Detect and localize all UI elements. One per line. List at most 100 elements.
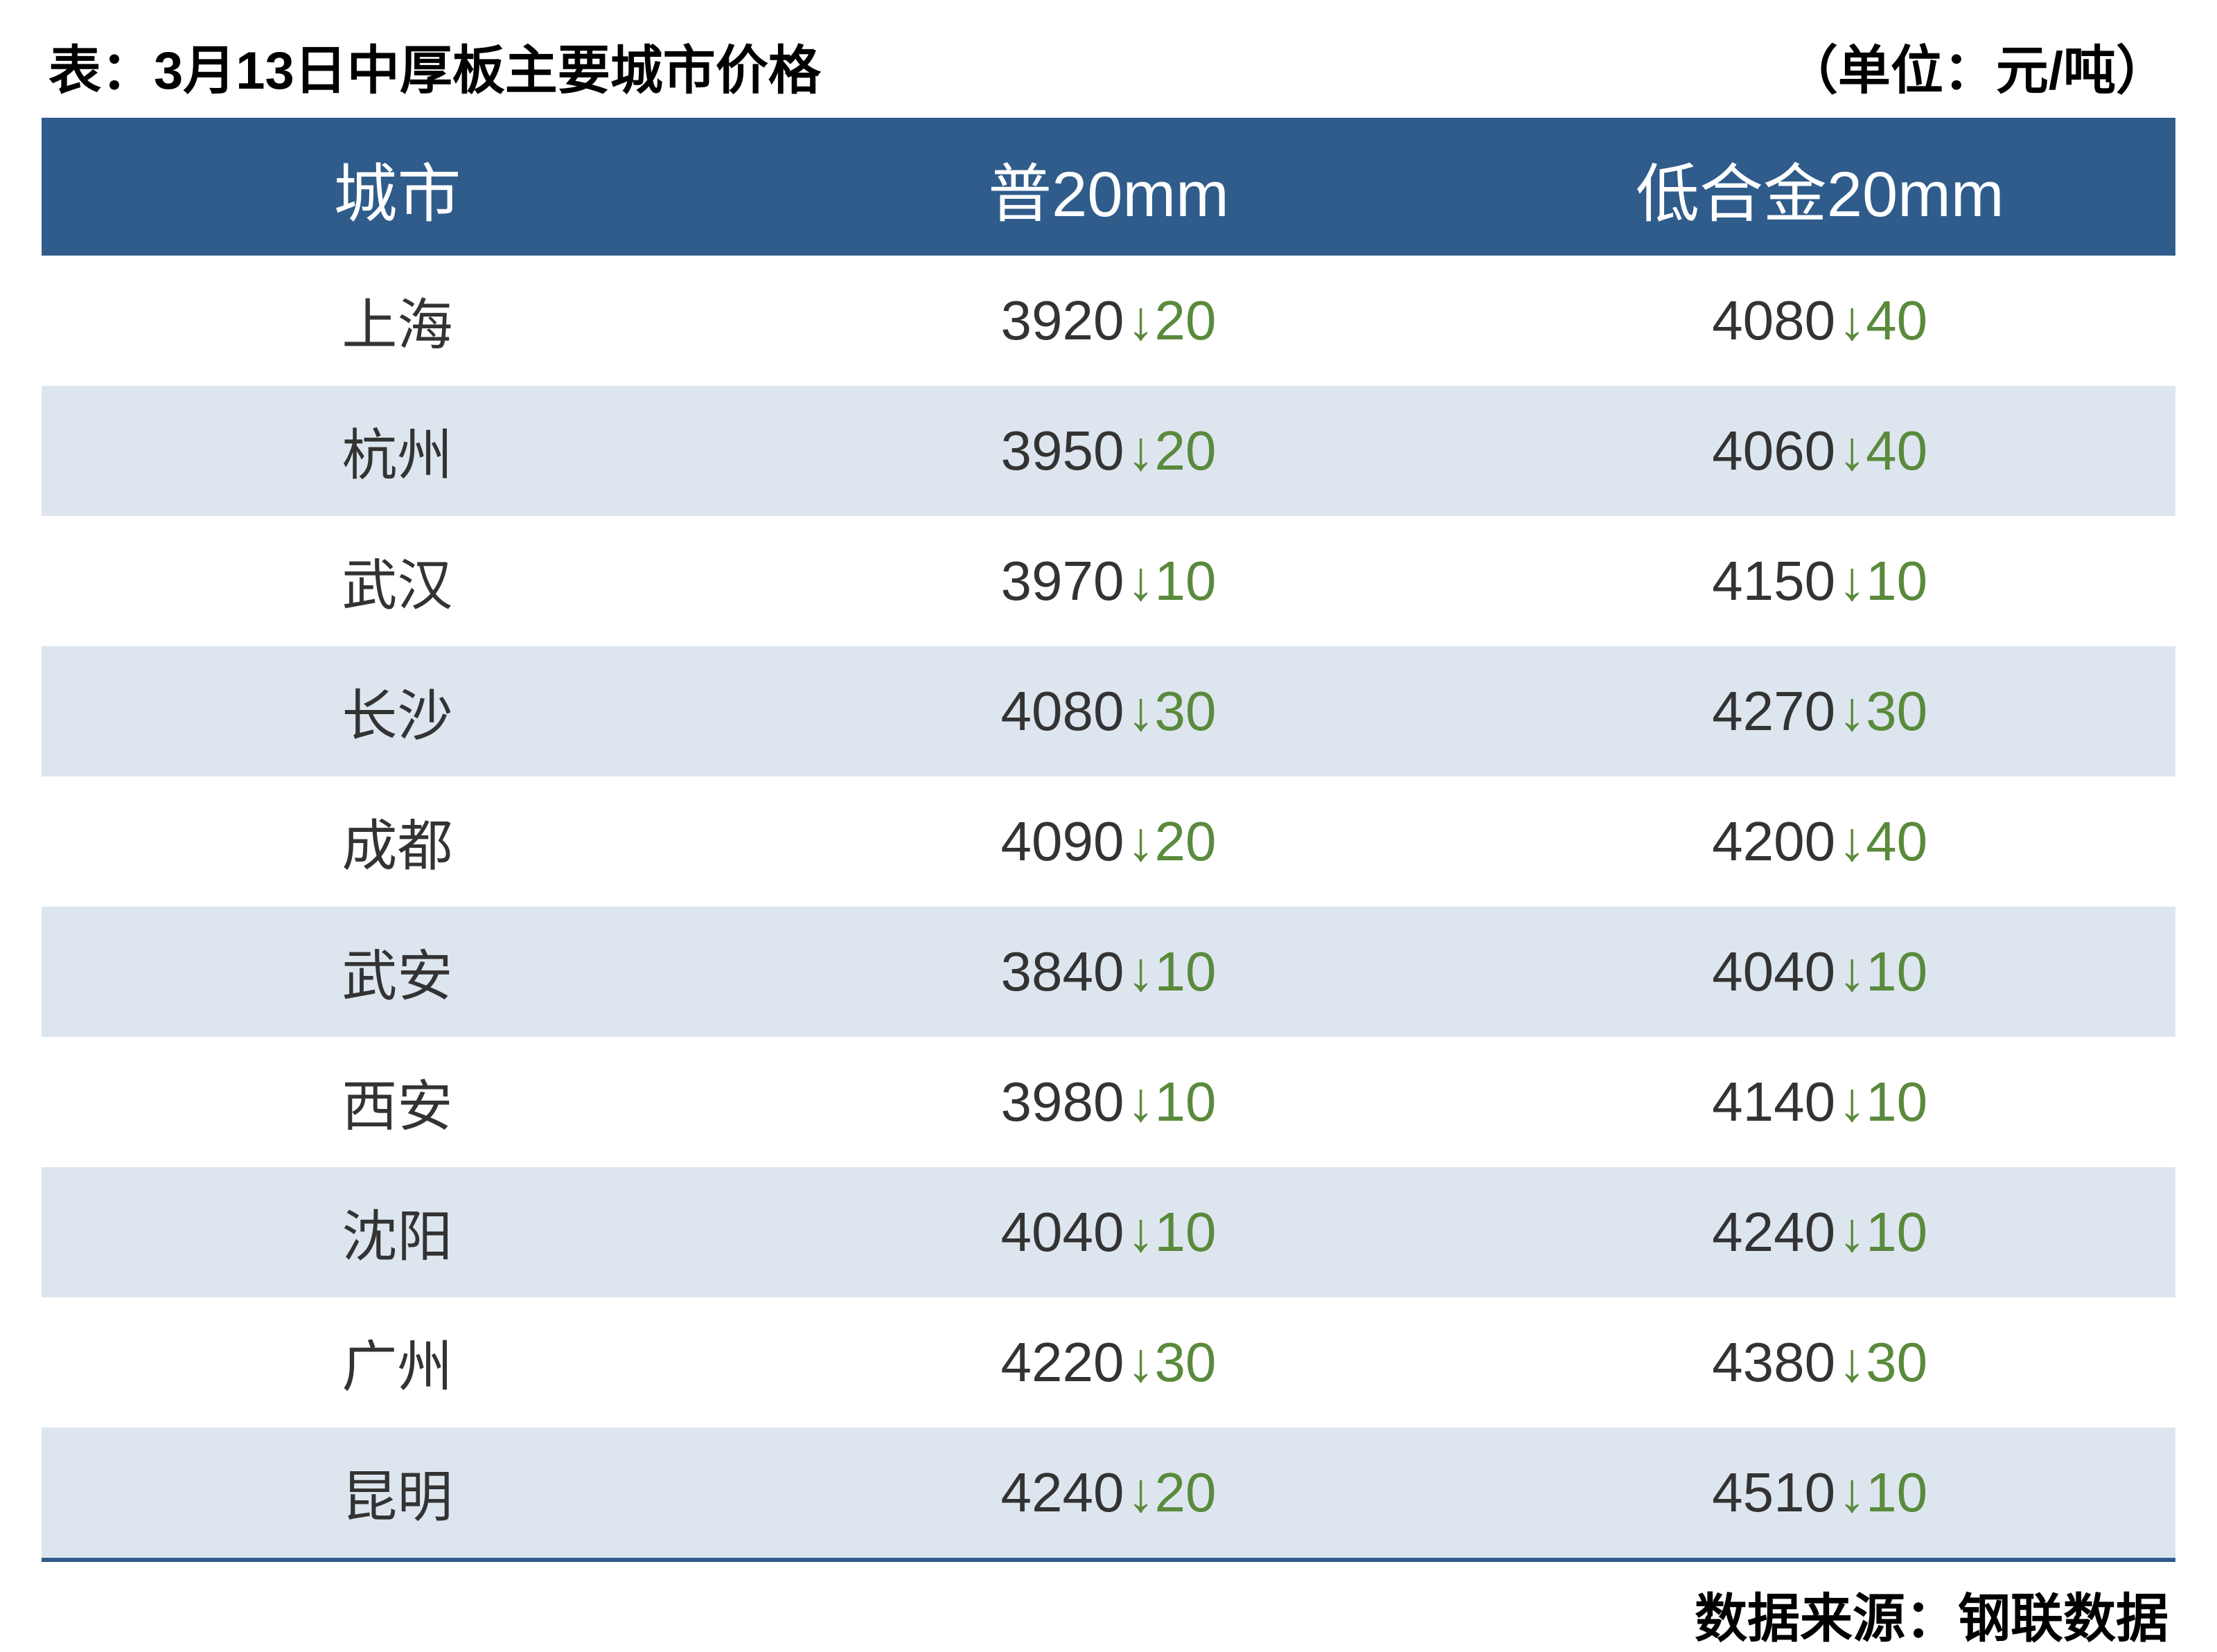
price-delta: ↓10: [1838, 941, 1927, 1002]
city-cell: 昆明: [42, 1428, 753, 1560]
price-delta: ↓20: [1127, 810, 1216, 872]
arrow-down-icon: ↓: [1838, 290, 1866, 351]
price-cell-alloy20: 4040↓10: [1464, 907, 2175, 1037]
price-delta: ↓30: [1838, 1331, 1927, 1393]
city-cell: 西安: [42, 1037, 753, 1167]
price-value: 4270: [1712, 680, 1835, 742]
city-cell: 广州: [42, 1297, 753, 1428]
price-delta: ↓10: [1838, 1201, 1927, 1263]
table-unit: （单位：元/吨）: [1785, 28, 2169, 104]
table-header-row: 城市 普20mm 低合金20mm: [42, 120, 2175, 256]
price-delta: ↓10: [1838, 550, 1927, 612]
arrow-down-icon: ↓: [1838, 680, 1866, 742]
city-cell: 杭州: [42, 386, 753, 516]
price-cell-p20: 3840↓10: [753, 907, 1465, 1037]
price-cell-p20: 4080↓30: [753, 646, 1465, 776]
price-delta: ↓10: [1127, 1201, 1216, 1263]
price-delta: ↓10: [1127, 1071, 1216, 1133]
price-value: 3950: [1001, 420, 1124, 481]
city-cell: 武汉: [42, 516, 753, 646]
arrow-down-icon: ↓: [1127, 1201, 1154, 1263]
price-cell-alloy20: 4240↓10: [1464, 1167, 2175, 1297]
price-value: 4510: [1712, 1462, 1835, 1523]
price-delta: ↓20: [1127, 1462, 1216, 1523]
price-cell-alloy20: 4060↓40: [1464, 386, 2175, 516]
price-value: 4140: [1712, 1071, 1835, 1133]
city-cell: 成都: [42, 776, 753, 907]
price-value: 4240: [1712, 1201, 1835, 1263]
arrow-down-icon: ↓: [1838, 550, 1866, 612]
price-value: 4090: [1001, 810, 1124, 872]
arrow-down-icon: ↓: [1127, 680, 1154, 742]
table-row: 武汉3970↓104150↓10: [42, 516, 2175, 646]
price-value: 4380: [1712, 1331, 1835, 1393]
arrow-down-icon: ↓: [1127, 1071, 1154, 1133]
price-cell-alloy20: 4510↓10: [1464, 1428, 2175, 1560]
price-value: 4080: [1712, 290, 1835, 351]
header-row: 表：3月13日中厚板主要城市价格 （单位：元/吨）: [42, 28, 2175, 104]
price-value: 4040: [1712, 941, 1835, 1002]
table-row: 西安3980↓104140↓10: [42, 1037, 2175, 1167]
price-cell-alloy20: 4200↓40: [1464, 776, 2175, 907]
price-delta: ↓10: [1127, 550, 1216, 612]
price-value: 3970: [1001, 550, 1124, 612]
arrow-down-icon: ↓: [1838, 1462, 1866, 1523]
table-row: 昆明4240↓204510↓10: [42, 1428, 2175, 1560]
price-delta: ↓30: [1838, 680, 1927, 742]
city-cell: 武安: [42, 907, 753, 1037]
city-cell: 长沙: [42, 646, 753, 776]
price-cell-alloy20: 4380↓30: [1464, 1297, 2175, 1428]
price-delta: ↓40: [1838, 290, 1927, 351]
arrow-down-icon: ↓: [1127, 1462, 1154, 1523]
price-cell-alloy20: 4140↓10: [1464, 1037, 2175, 1167]
city-cell: 沈阳: [42, 1167, 753, 1297]
price-delta: ↓30: [1127, 1331, 1216, 1393]
price-value: 4200: [1712, 810, 1835, 872]
price-delta: ↓20: [1127, 420, 1216, 481]
arrow-down-icon: ↓: [1127, 1331, 1154, 1393]
arrow-down-icon: ↓: [1838, 941, 1866, 1002]
arrow-down-icon: ↓: [1127, 290, 1154, 351]
price-cell-p20: 4090↓20: [753, 776, 1465, 907]
price-cell-p20: 3920↓20: [753, 256, 1465, 386]
table-row: 杭州3950↓204060↓40: [42, 386, 2175, 516]
price-delta: ↓20: [1127, 290, 1216, 351]
arrow-down-icon: ↓: [1838, 1201, 1866, 1263]
price-delta: ↓40: [1838, 810, 1927, 872]
col-header-city: 城市: [42, 120, 753, 256]
city-cell: 上海: [42, 256, 753, 386]
col-header-p20: 普20mm: [753, 120, 1465, 256]
price-value: 4080: [1001, 680, 1124, 742]
price-table: 城市 普20mm 低合金20mm 上海3920↓204080↓40杭州3950↓…: [42, 118, 2175, 1562]
table-row: 上海3920↓204080↓40: [42, 256, 2175, 386]
price-cell-alloy20: 4270↓30: [1464, 646, 2175, 776]
price-value: 3840: [1001, 941, 1124, 1002]
table-row: 广州4220↓304380↓30: [42, 1297, 2175, 1428]
price-cell-p20: 3950↓20: [753, 386, 1465, 516]
table-row: 长沙4080↓304270↓30: [42, 646, 2175, 776]
price-value: 3980: [1001, 1071, 1124, 1133]
price-cell-p20: 4220↓30: [753, 1297, 1465, 1428]
price-value: 3920: [1001, 290, 1124, 351]
arrow-down-icon: ↓: [1127, 810, 1154, 872]
arrow-down-icon: ↓: [1838, 420, 1866, 481]
price-delta: ↓40: [1838, 420, 1927, 481]
price-value: 4240: [1001, 1462, 1124, 1523]
table-title: 表：3月13日中厚板主要城市价格: [48, 28, 821, 104]
price-cell-p20: 3980↓10: [753, 1037, 1465, 1167]
price-cell-p20: 3970↓10: [753, 516, 1465, 646]
table-row: 成都4090↓204200↓40: [42, 776, 2175, 907]
price-value: 4060: [1712, 420, 1835, 481]
data-source: 数据来源：钢联数据: [42, 1576, 2175, 1652]
price-delta: ↓10: [1838, 1071, 1927, 1133]
price-cell-p20: 4040↓10: [753, 1167, 1465, 1297]
arrow-down-icon: ↓: [1838, 1071, 1866, 1133]
price-cell-alloy20: 4150↓10: [1464, 516, 2175, 646]
price-cell-p20: 4240↓20: [753, 1428, 1465, 1560]
col-header-alloy20: 低合金20mm: [1464, 120, 2175, 256]
price-value: 4150: [1712, 550, 1835, 612]
price-value: 4040: [1001, 1201, 1124, 1263]
arrow-down-icon: ↓: [1127, 941, 1154, 1002]
arrow-down-icon: ↓: [1838, 810, 1866, 872]
arrow-down-icon: ↓: [1127, 420, 1154, 481]
